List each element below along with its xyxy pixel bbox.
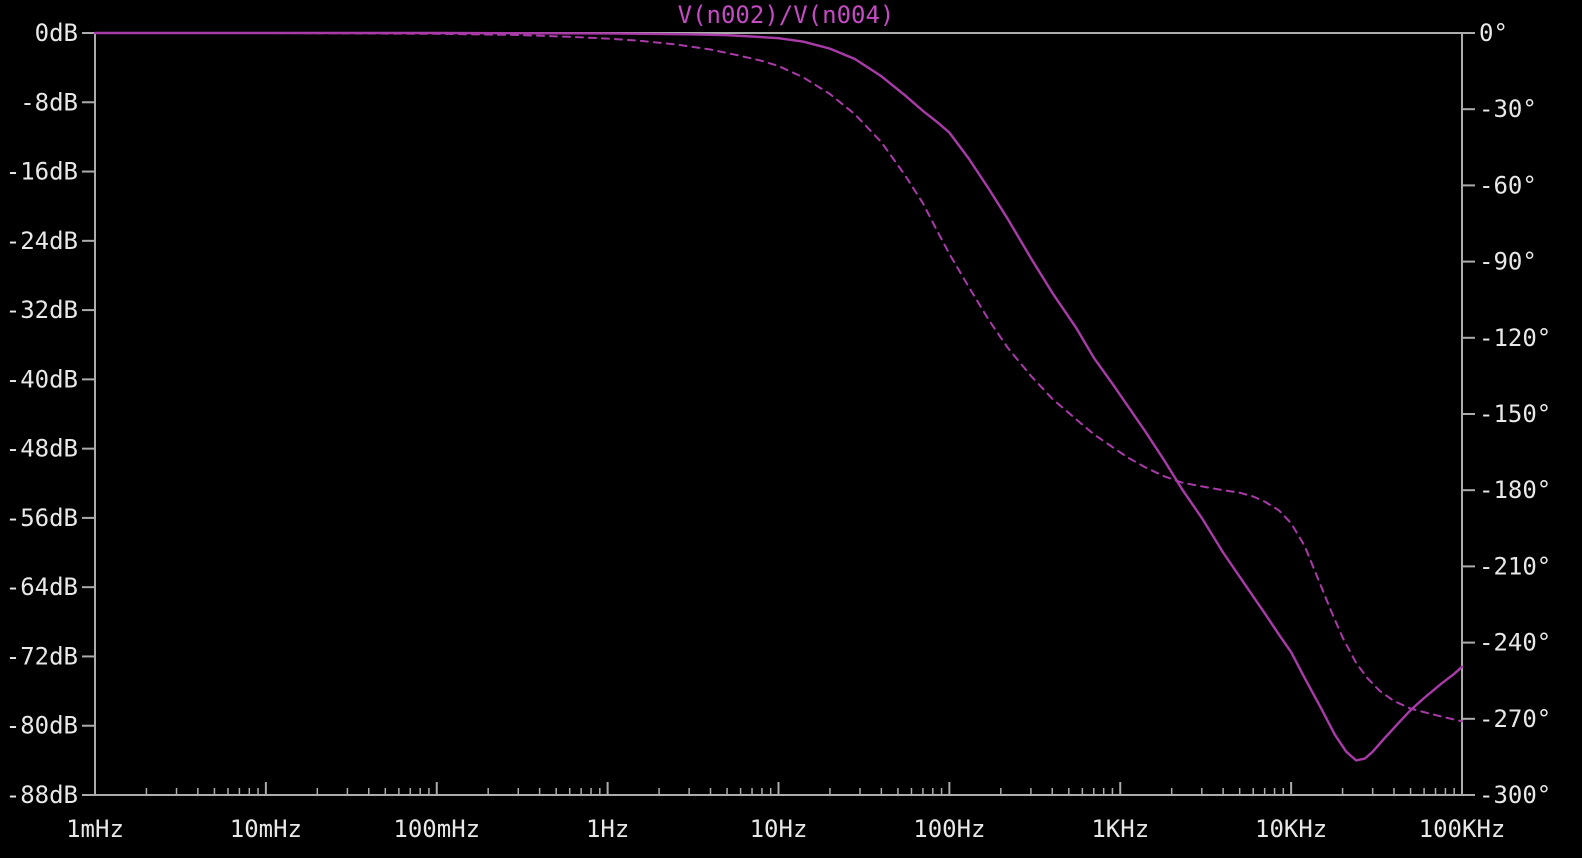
- x-tick-label: 1Hz: [586, 815, 629, 843]
- y-left-tick-label: -8dB: [20, 88, 78, 116]
- y-left-tick-label: -24dB: [6, 227, 78, 255]
- y-left-tick-label: -48dB: [6, 435, 78, 463]
- x-tick-label: 10Hz: [750, 815, 808, 843]
- y-left-tick-label: -80dB: [6, 712, 78, 740]
- x-tick-label: 100Hz: [913, 815, 985, 843]
- y-right-axis: 0° -30° -60° -90° -120° -150° -180° -210° -240° -…: [1462, 19, 1551, 809]
- y-left-tick-label: 0dB: [35, 19, 78, 47]
- magnitude-trace[interactable]: [93, 31, 1464, 762]
- y-right-tick-label: -60°: [1479, 171, 1537, 199]
- y-left-axis: 0dB -8dB -16dB -24dB -32dB -40dB -48dB -56dB -64…: [6, 19, 95, 809]
- phase-trace[interactable]: [94, 32, 1463, 723]
- trace-title[interactable]: V(n002)/V(n004): [678, 1, 895, 29]
- y-left-tick-label: -72dB: [6, 642, 78, 670]
- x-tick-label: 1KHz: [1091, 815, 1149, 843]
- y-right-tick-label: -270°: [1479, 705, 1551, 733]
- x-axis: 1mHz 10mHz 100mHz 1Hz 10Hz 100Hz 1KHz 10KHz 100K…: [66, 782, 1505, 843]
- x-tick-label: 10mHz: [230, 815, 302, 843]
- x-tick-label: 100KHz: [1419, 815, 1506, 843]
- y-right-tick-label: -180°: [1479, 476, 1551, 504]
- y-right-tick-label: -150°: [1479, 400, 1551, 428]
- x-tick-label: 10KHz: [1255, 815, 1327, 843]
- x-tick-label: 100mHz: [393, 815, 480, 843]
- y-right-tick-label: -30°: [1479, 95, 1537, 123]
- x-tick-label: 1mHz: [66, 815, 124, 843]
- y-left-tick-label: -40dB: [6, 365, 78, 393]
- y-left-tick-label: -16dB: [6, 158, 78, 186]
- y-right-tick-label: -240°: [1479, 629, 1551, 657]
- plot-frame: [94, 32, 1463, 796]
- y-left-tick-label: -32dB: [6, 296, 78, 324]
- y-right-tick-label: -210°: [1479, 552, 1551, 580]
- y-left-tick-label: -56dB: [6, 504, 78, 532]
- y-right-tick-label: 0°: [1479, 19, 1508, 47]
- y-right-tick-label: -120°: [1479, 324, 1551, 352]
- y-left-tick-label: -64dB: [6, 573, 78, 601]
- y-right-tick-label: -300°: [1479, 781, 1551, 809]
- y-left-tick-label: -88dB: [6, 781, 78, 809]
- y-right-tick-label: -90°: [1479, 248, 1537, 276]
